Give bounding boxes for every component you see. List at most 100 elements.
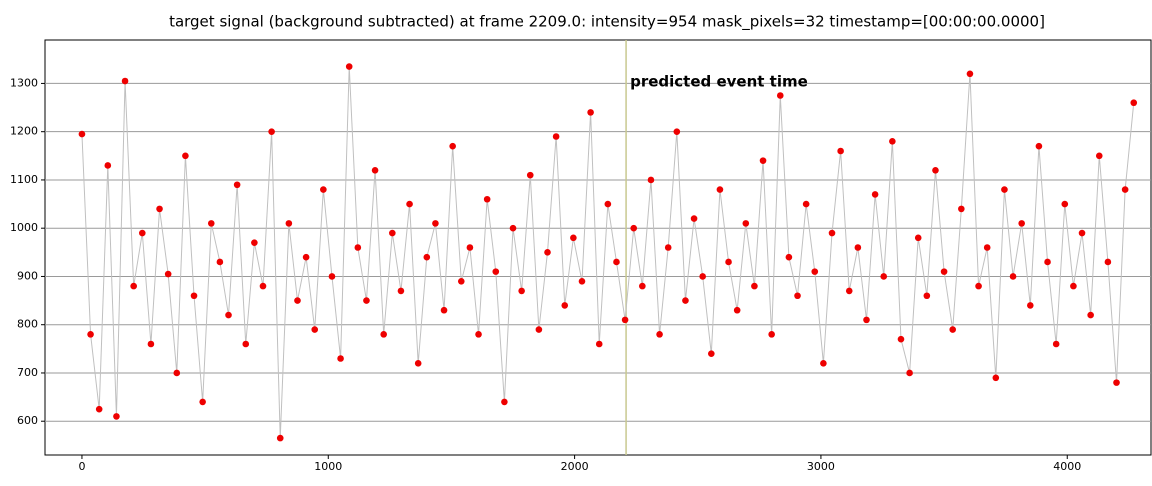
x-tick-label: 1000 (314, 460, 342, 473)
point (1130, 99, 1138, 107)
point (587, 109, 594, 116)
point (845, 287, 853, 295)
point (389, 229, 396, 237)
point (1078, 229, 1086, 237)
point (251, 239, 258, 246)
point (595, 340, 603, 348)
point (863, 316, 870, 324)
y-tick-label: 700 (17, 366, 38, 379)
point (794, 292, 801, 300)
point (182, 152, 189, 160)
point (958, 205, 965, 213)
point (759, 157, 767, 164)
point (276, 434, 284, 442)
point (699, 273, 706, 280)
point (923, 292, 931, 300)
x-tick-label: 2000 (561, 460, 589, 473)
point (871, 191, 879, 198)
point (104, 162, 112, 169)
point (552, 133, 560, 140)
point (225, 311, 232, 319)
point (889, 138, 896, 145)
x-tick-label: 3000 (807, 460, 835, 473)
point (397, 287, 405, 295)
point (1018, 220, 1025, 227)
point (190, 292, 198, 300)
point (414, 360, 422, 367)
point (423, 253, 431, 261)
point (233, 181, 241, 189)
point (768, 331, 775, 338)
point (164, 270, 172, 278)
point (363, 297, 370, 304)
plot-frame (44, 39, 1152, 456)
y-tick-label: 1300 (10, 76, 38, 89)
point (492, 268, 500, 275)
point (328, 273, 336, 280)
point (147, 340, 155, 348)
point (432, 220, 439, 227)
point (940, 268, 948, 275)
point (949, 326, 957, 333)
point (457, 277, 465, 285)
point (87, 331, 94, 338)
point (733, 306, 741, 314)
point (751, 282, 758, 290)
point (466, 244, 474, 251)
point (216, 258, 224, 266)
point (630, 224, 638, 232)
y-tick-label: 600 (17, 414, 38, 427)
point (690, 215, 698, 222)
point (130, 282, 137, 290)
point (509, 224, 517, 232)
x-tick-label: 4000 (1053, 460, 1081, 473)
point (440, 306, 448, 314)
y-tick-label: 1100 (10, 173, 38, 186)
point (682, 297, 689, 304)
point (975, 282, 982, 290)
y-tick-label: 900 (17, 269, 38, 282)
point (1009, 273, 1017, 280)
point (828, 229, 836, 237)
point (285, 220, 293, 227)
point (742, 220, 750, 227)
point (880, 273, 888, 280)
x-tick-label: 0 (78, 460, 85, 473)
point (966, 70, 974, 78)
annotation: predicted event time (630, 73, 808, 91)
y-tick-label: 800 (17, 318, 38, 331)
point (604, 200, 612, 208)
point (1061, 200, 1069, 208)
point (1035, 142, 1043, 150)
point (501, 398, 508, 406)
point (475, 331, 482, 338)
point (1121, 186, 1129, 193)
point (371, 166, 379, 174)
point (664, 244, 672, 251)
point (837, 147, 844, 155)
point (242, 340, 250, 348)
point (802, 200, 810, 208)
point (578, 277, 586, 285)
point (95, 405, 103, 413)
point (1001, 186, 1008, 193)
point (820, 360, 827, 367)
point (207, 220, 215, 227)
point (897, 335, 905, 343)
point (1052, 340, 1060, 348)
point (1027, 302, 1034, 309)
point (311, 326, 319, 333)
point (914, 234, 922, 242)
point (138, 229, 146, 237)
point (1095, 152, 1103, 160)
point (811, 268, 819, 275)
point (854, 244, 862, 251)
point (906, 369, 913, 377)
point (268, 128, 275, 135)
y-tick-label: 1200 (10, 125, 38, 138)
point (354, 244, 362, 251)
point (932, 166, 939, 174)
point (1113, 379, 1120, 386)
point (673, 128, 681, 135)
